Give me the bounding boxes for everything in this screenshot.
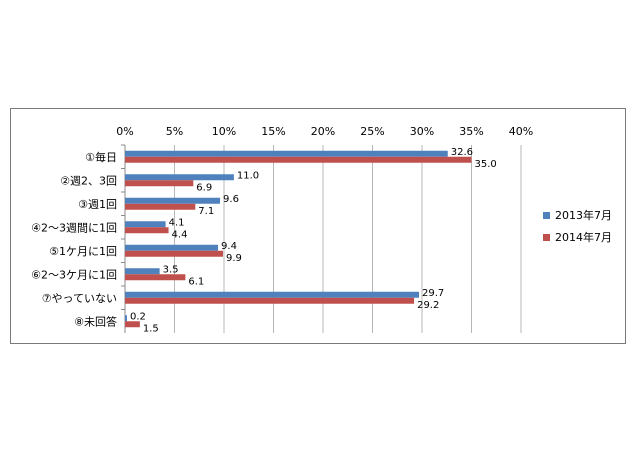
data-label: 11.0 xyxy=(237,170,259,181)
data-label: 3.5 xyxy=(163,264,179,275)
bar-2013 xyxy=(125,244,219,251)
x-tick-label: 35% xyxy=(459,125,483,138)
data-label: 1.5 xyxy=(143,323,159,334)
data-label: 29.7 xyxy=(422,288,444,299)
data-label: 9.9 xyxy=(226,253,242,264)
chart-frame: 0% 5% 10% 15% 20% 25% 30% 35% 40% ①毎日 32.6 35.0 ②週2、… xyxy=(10,108,626,344)
bar-2013 xyxy=(125,197,221,204)
category-label: ②週2、3回 xyxy=(60,174,117,187)
data-label: 6.1 xyxy=(188,276,204,287)
category-label: ⑧未回答 xyxy=(74,314,117,328)
x-tick-label: 40% xyxy=(509,125,533,138)
data-label: 6.9 xyxy=(196,182,212,193)
bar-2014 xyxy=(125,203,196,210)
bar-chart: 0% 5% 10% 15% 20% 25% 30% 35% 40% ①毎日 32.635.0 ②週2、… xyxy=(31,125,612,334)
bar-2014 xyxy=(125,180,194,187)
category-label: ①毎日 xyxy=(85,151,117,164)
x-tick-label: 20% xyxy=(311,125,335,138)
category-label: ⑦やっていない xyxy=(42,292,117,305)
data-label: 0.2 xyxy=(130,311,146,322)
bar-2013 xyxy=(125,291,420,298)
bar-2013 xyxy=(125,174,234,181)
data-label: 9.4 xyxy=(221,241,237,252)
category-label: ③週1回 xyxy=(78,198,117,211)
bar-2014 xyxy=(125,227,169,234)
data-label: 7.1 xyxy=(198,206,214,217)
category-label: ⑥2〜3ケ月に1回 xyxy=(31,268,117,281)
bar-2013 xyxy=(125,268,160,275)
legend-swatch xyxy=(543,212,550,219)
data-label: 35.0 xyxy=(475,159,497,170)
bar-2013 xyxy=(125,315,127,322)
x-tick-label: 5% xyxy=(166,125,183,138)
bar-2013 xyxy=(125,150,448,157)
x-tick-label: 10% xyxy=(212,125,236,138)
legend-label: 2014年7月 xyxy=(555,230,612,244)
bar-2014 xyxy=(125,321,140,328)
x-tick-label: 30% xyxy=(410,125,434,138)
data-label: 4.1 xyxy=(169,217,185,228)
x-tick-label: 15% xyxy=(261,125,285,138)
bar-2014 xyxy=(125,250,224,257)
data-label: 29.2 xyxy=(417,300,439,311)
x-tick-label: 25% xyxy=(360,125,384,138)
legend-swatch xyxy=(543,234,550,241)
data-label: 4.4 xyxy=(172,229,188,240)
data-label: 9.6 xyxy=(223,194,239,205)
bar-2014 xyxy=(125,274,186,281)
bar-2013 xyxy=(125,221,166,228)
category-label: ④2〜3週間に1回 xyxy=(31,221,117,234)
data-label: 32.6 xyxy=(451,147,473,158)
bar-2014 xyxy=(125,297,415,304)
bar-2014 xyxy=(125,156,472,163)
category-label: ⑤1ケ月に1回 xyxy=(49,245,117,258)
legend-label: 2013年7月 xyxy=(555,208,612,222)
x-tick-label: 0% xyxy=(116,125,133,138)
